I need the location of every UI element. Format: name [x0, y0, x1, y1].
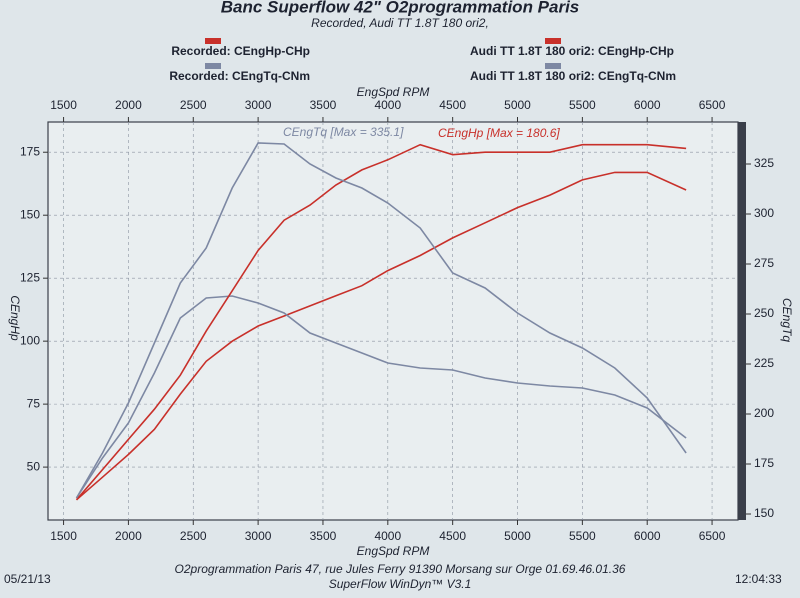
chart-title: Banc Superflow 42" O2programmation Paris	[221, 0, 580, 16]
y2-tick-label: 200	[754, 406, 774, 420]
right-axis-bar	[738, 122, 746, 520]
x-tick-label-top: 4000	[374, 98, 401, 112]
footer: O2programmation Paris 47, rue Jules Ferr…	[175, 562, 626, 576]
x-tick-label-top: 3500	[310, 98, 337, 112]
legend-label: Recorded: CEngHp-CHp	[171, 44, 310, 58]
y-tick-label: 50	[27, 459, 41, 473]
legend-label: Audi TT 1.8T 180 ori2: CEngHp-CHp	[470, 44, 674, 58]
x-tick-label: 5500	[569, 529, 596, 543]
series-line	[75, 143, 687, 501]
x-axis-label-top: EngSpd RPM	[357, 85, 430, 99]
y2-tick-label: 175	[754, 456, 774, 470]
y2-tick-label: 275	[754, 256, 774, 270]
x-tick-label: 2500	[180, 529, 207, 543]
x-tick-label: 4500	[439, 529, 466, 543]
y2-tick-label: 225	[754, 356, 774, 370]
y2-tick-label: 300	[754, 206, 774, 220]
legend-swatch	[205, 38, 221, 44]
x-tick-label-top: 6500	[699, 98, 726, 112]
x-tick-label: 2000	[115, 529, 142, 543]
x-tick-label-top: 5000	[504, 98, 531, 112]
legend-swatch	[545, 63, 561, 69]
y2-tick-label: 150	[754, 506, 774, 520]
y2-axis-label: CEngTq	[780, 298, 794, 342]
legend-swatch	[545, 38, 561, 44]
plot-area	[47, 121, 739, 521]
time: 12:04:33	[735, 572, 782, 586]
x-axis-label: EngSpd RPM	[357, 544, 430, 558]
x-tick-label-top: 1500	[50, 98, 77, 112]
x-tick-label-top: 2500	[180, 98, 207, 112]
series-line	[75, 142, 687, 499]
x-tick-label-top: 6000	[634, 98, 661, 112]
x-tick-label-top: 3000	[245, 98, 272, 112]
y-axis-label: CEngHp	[8, 295, 22, 341]
x-tick-label-top: 4500	[439, 98, 466, 112]
y-tick-label: 75	[27, 396, 41, 410]
series-line	[75, 171, 687, 501]
y2-tick-label: 250	[754, 306, 774, 320]
date: 05/21/13	[4, 572, 51, 586]
chart-subtitle: Recorded, Audi TT 1.8T 180 ori2,	[311, 16, 489, 30]
legend-label: Audi TT 1.8T 180 ori2: CEngTq-CNm	[470, 69, 676, 83]
annotation: CEngTq [Max = 335.1]	[283, 125, 404, 139]
x-tick-label: 4000	[374, 529, 401, 543]
x-tick-label: 3500	[310, 529, 337, 543]
legend-swatch	[205, 63, 221, 69]
y-tick-label: 175	[20, 144, 40, 158]
y2-tick-label: 325	[754, 156, 774, 170]
y-tick-label: 100	[20, 333, 40, 347]
y-tick-label: 150	[20, 207, 40, 221]
x-tick-label: 5000	[504, 529, 531, 543]
y-tick-label: 125	[20, 270, 40, 284]
x-tick-label-top: 2000	[115, 98, 142, 112]
annotation: CEngHp [Max = 180.6]	[438, 126, 560, 140]
x-tick-label: 1500	[50, 529, 77, 543]
x-tick-label-top: 5500	[569, 98, 596, 112]
x-tick-label: 6500	[699, 529, 726, 543]
legend-label: Recorded: CEngTq-CNm	[169, 69, 310, 83]
x-tick-label: 6000	[634, 529, 661, 543]
x-tick-label: 3000	[245, 529, 272, 543]
software: SuperFlow WinDyn™ V3.1	[329, 577, 472, 591]
series-line	[75, 295, 687, 499]
